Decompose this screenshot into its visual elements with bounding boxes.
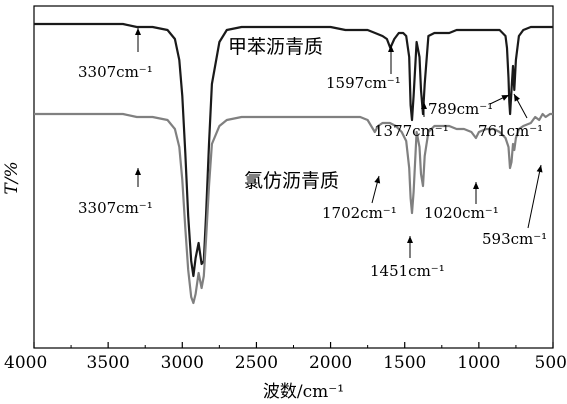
annotation-arrow-line	[527, 164, 542, 229]
annotation-arrowhead	[473, 182, 479, 189]
series-name-label: 氯仿沥青质	[244, 170, 339, 192]
peak-annotation: 3307cm⁻¹	[78, 28, 153, 81]
peak-label: 1451cm⁻¹	[370, 262, 445, 280]
peak-label: 3307cm⁻¹	[78, 199, 153, 217]
peak-label: 789cm⁻¹	[428, 100, 493, 118]
peak-label: 1377cm⁻¹	[374, 122, 449, 140]
peak-label: 593cm⁻¹	[482, 230, 547, 248]
annotation-arrowhead	[374, 176, 381, 184]
x-tick-label: 1000	[457, 353, 500, 373]
x-tick-label: 1500	[383, 353, 426, 373]
annotation-arrowhead	[536, 165, 543, 173]
peak-annotation: 3307cm⁻¹	[78, 168, 153, 217]
annotation-arrowhead	[135, 28, 141, 35]
annotation-arrowhead	[407, 236, 413, 243]
peak-label: 1702cm⁻¹	[322, 204, 397, 222]
peak-label: 3307cm⁻¹	[78, 63, 153, 81]
peak-annotation: 1451cm⁻¹	[370, 236, 445, 280]
annotation-arrowhead	[421, 102, 427, 109]
x-tick-label: 500	[535, 353, 567, 373]
annotation-arrowhead	[514, 94, 520, 102]
x-tick-label: 3000	[161, 353, 204, 373]
series-layer	[34, 22, 553, 305]
series-line-2	[34, 112, 553, 305]
peak-annotation: 593cm⁻¹	[482, 164, 547, 248]
peak-annotation: 1377cm⁻¹	[374, 102, 449, 140]
peak-annotation: 789cm⁻¹	[428, 94, 510, 118]
peak-label: 1020cm⁻¹	[424, 204, 499, 222]
peak-label: 1597cm⁻¹	[326, 74, 401, 92]
peak-annotations: 3307cm⁻¹ 1597cm⁻¹ 1377cm⁻¹ 789cm⁻¹ 761cm⁻¹ 33…	[78, 28, 547, 280]
x-tick-label: 4000	[4, 353, 47, 373]
annotation-arrowhead	[501, 95, 509, 101]
annotation-arrowhead	[135, 168, 141, 175]
annotation-arrowhead	[388, 45, 394, 52]
peak-annotation: 761cm⁻¹	[478, 93, 543, 140]
peak-annotation: 1702cm⁻¹	[322, 175, 397, 222]
x-axis-ticks: 4000 3500 3000 2500 2000 1500 1000 500	[4, 342, 567, 373]
peak-annotation: 1597cm⁻¹	[326, 45, 401, 92]
y-axis-title: T/%	[2, 161, 22, 194]
x-axis-title: 波数/cm⁻¹	[263, 382, 344, 402]
x-tick-label: 2500	[235, 353, 278, 373]
peak-label: 761cm⁻¹	[478, 122, 543, 140]
series-name-label: 甲苯沥青质	[228, 36, 323, 58]
x-tick-label: 3500	[87, 353, 130, 373]
peak-annotation: 1020cm⁻¹	[424, 182, 499, 222]
series-line-1	[34, 22, 553, 278]
x-tick-label: 2000	[309, 353, 352, 373]
